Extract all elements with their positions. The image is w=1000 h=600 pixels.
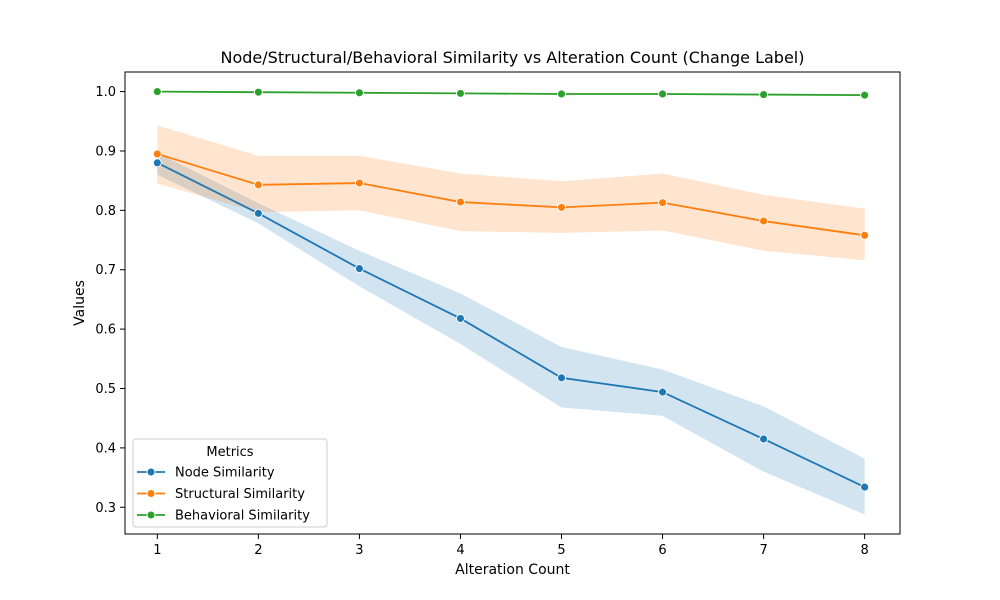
y-axis: 0.3 0.4 0.5 0.6 0.7 0.8 0.9 1.0	[95, 85, 125, 516]
legend-box	[132, 438, 328, 528]
y-tick-label: 0.8	[95, 204, 116, 219]
x-axis-label: Alteration Count	[455, 562, 570, 578]
x-tick-label: 8	[860, 543, 868, 558]
node-similarity-point	[354, 264, 364, 274]
y-tick-label: 0.6	[95, 323, 116, 338]
behavioral-similarity-point	[253, 87, 263, 97]
structural-similarity-point	[456, 197, 465, 207]
node-similarity-confidence-band	[157, 152, 865, 515]
structural-similarity-point	[557, 202, 566, 212]
y-tick-label: 1.0	[95, 85, 116, 100]
y-axis-label: Values	[72, 280, 88, 326]
node-similarity-point	[860, 482, 870, 492]
behavioral-similarity-point	[759, 90, 769, 100]
structural-similarity-point	[759, 216, 769, 226]
behavioral-similarity-point	[152, 87, 162, 97]
node-similarity-point	[253, 208, 263, 218]
behavioral-similarity-point	[860, 90, 870, 100]
behavioral-similarity-legend-marker	[146, 510, 156, 520]
series-lines	[156, 90, 866, 488]
plot-frame	[124, 71, 901, 535]
node-similarity-point	[759, 434, 769, 444]
x-tick-label: 5	[557, 543, 565, 558]
node-similarity-line	[156, 162, 866, 488]
x-tick-label: 3	[355, 543, 363, 558]
node-similarity-legend-label: Node Similarity	[175, 466, 275, 481]
y-tick-label: 0.9	[95, 144, 116, 159]
x-tick-label: 4	[456, 543, 464, 558]
x-tick-label: 7	[759, 543, 767, 558]
x-tick-label: 1	[153, 543, 161, 558]
x-tick-label: 2	[254, 543, 262, 558]
structural-similarity-point	[152, 149, 162, 159]
structural-similarity-point	[253, 180, 263, 190]
legend-title: Metrics	[206, 445, 253, 460]
behavioral-similarity-point	[456, 88, 465, 98]
structural-similarity-point	[354, 178, 364, 188]
y-tick-label: 0.3	[95, 501, 116, 516]
behavioral-similarity-legend-label: Behavioral Similarity	[175, 509, 310, 524]
structural-similarity-line	[157, 153, 865, 237]
structural-similarity-point	[860, 230, 870, 240]
node-similarity-point	[557, 373, 566, 383]
chart-title: Node/Structural/Behavioral Similarity vs…	[221, 48, 805, 67]
legend: Metrics Node Similarity Structural Similar…	[132, 438, 328, 528]
node-similarity-point	[456, 313, 465, 323]
structural-similarity-legend-label: Structural Similarity	[175, 487, 305, 502]
behavioral-similarity-point	[354, 88, 364, 98]
x-axis: 1 2 3 4 5 6 7 8	[153, 534, 869, 558]
node-similarity-point	[658, 387, 667, 397]
behavioral-similarity-line	[157, 90, 865, 97]
structural-similarity-point	[658, 198, 667, 208]
y-tick-label: 0.4	[95, 441, 116, 456]
y-tick-label: 0.5	[95, 382, 116, 397]
x-tick-label: 6	[658, 543, 666, 558]
node-similarity-point	[152, 158, 162, 168]
structural-similarity-legend-marker	[146, 489, 156, 498]
behavioral-similarity-point	[557, 89, 566, 99]
structural-similarity-confidence-band	[157, 125, 865, 261]
node-similarity-legend-marker	[146, 467, 156, 477]
series-markers	[152, 87, 870, 492]
behavioral-similarity-point	[658, 89, 667, 99]
y-tick-label: 0.7	[95, 263, 116, 278]
